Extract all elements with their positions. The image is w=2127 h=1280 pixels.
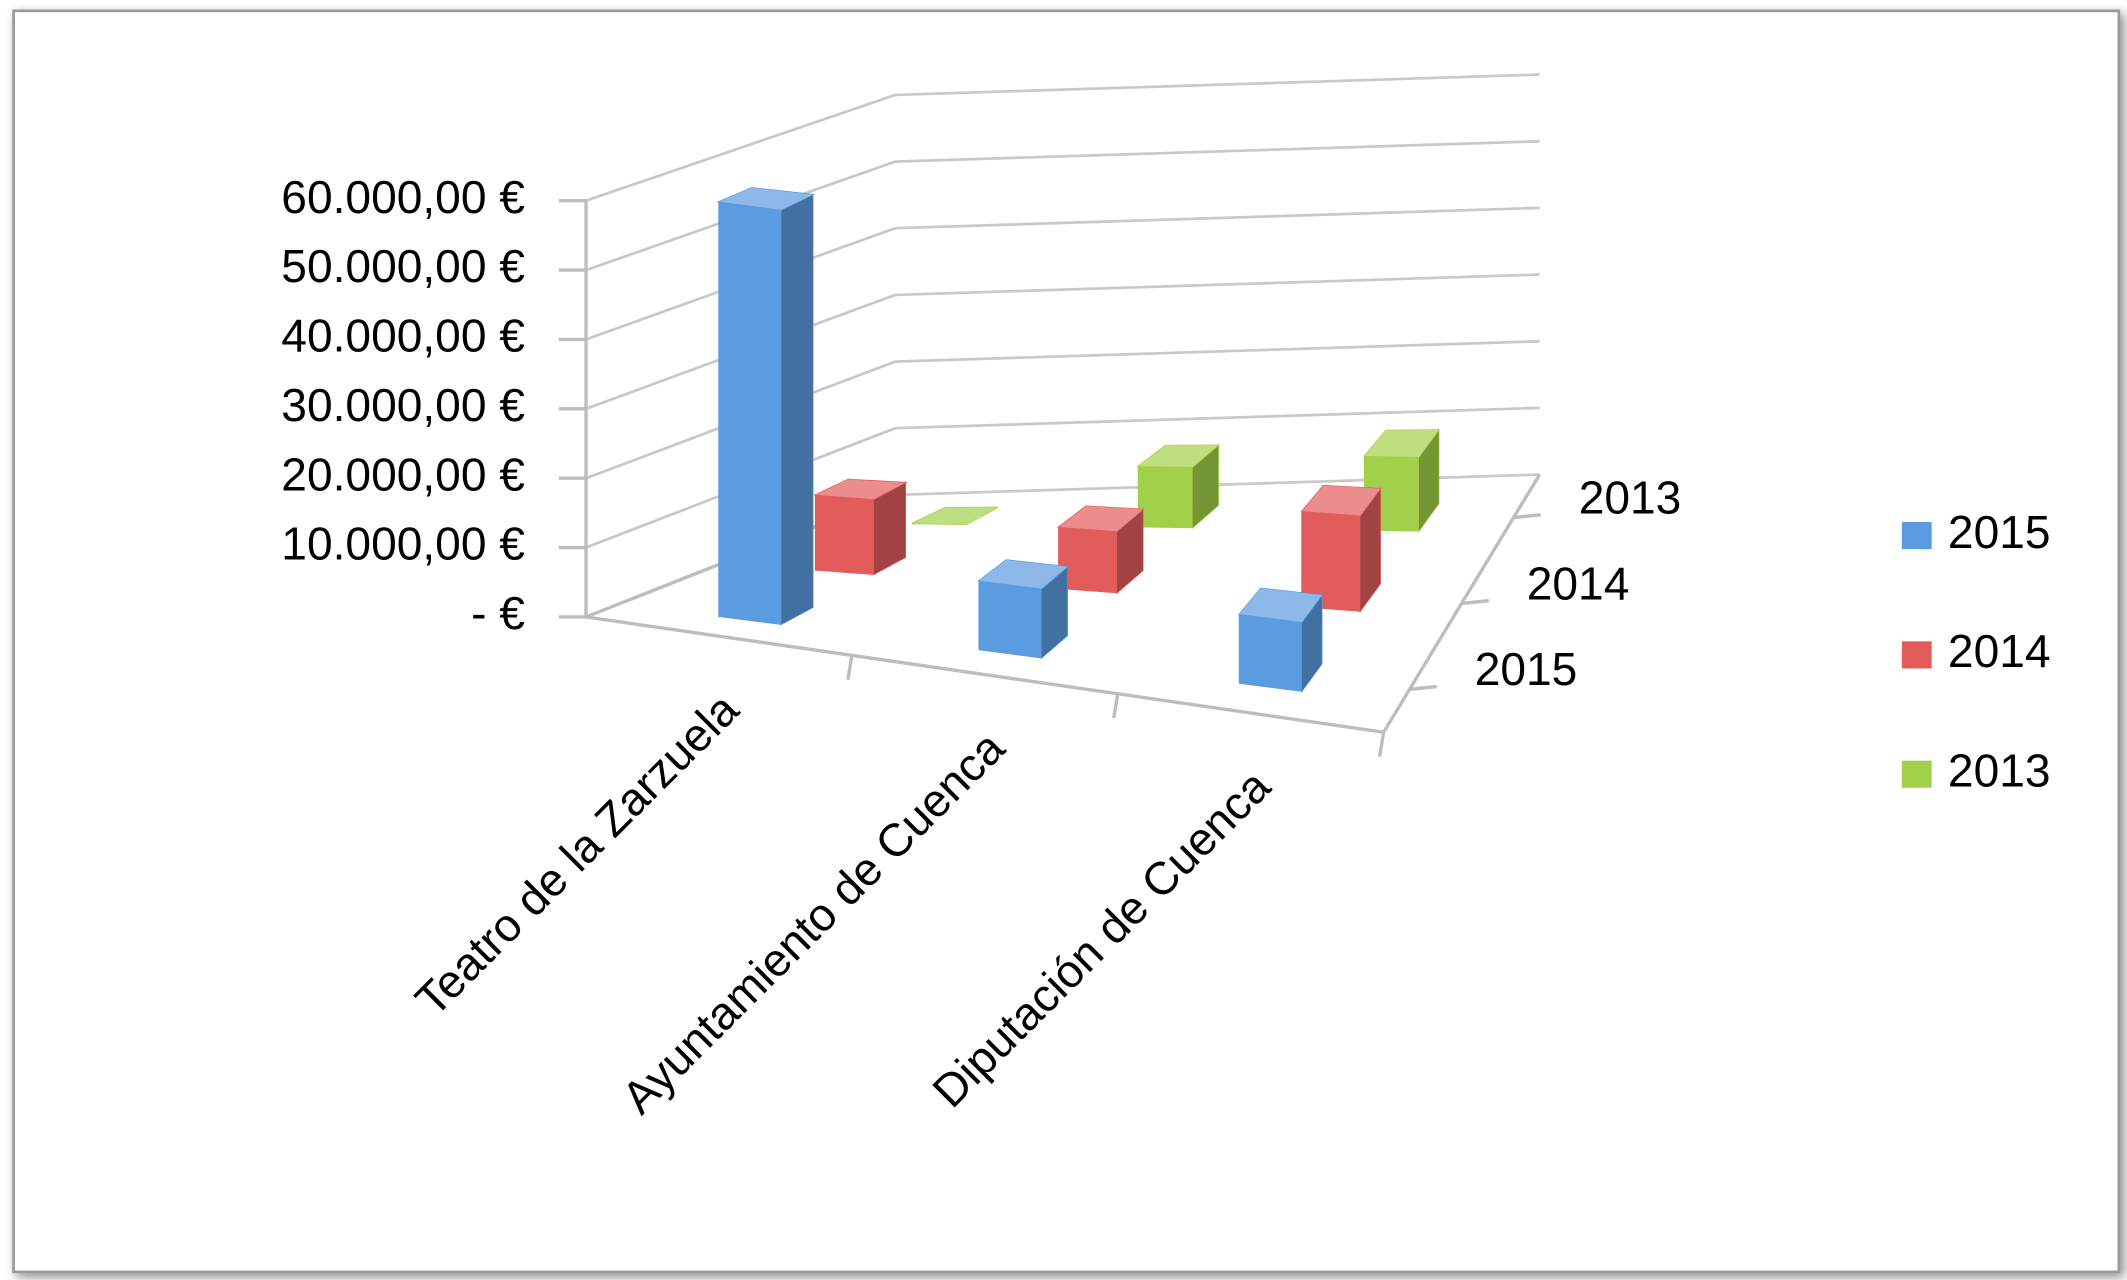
chart-frame (12, 9, 2121, 1274)
bar-top (1238, 587, 1324, 623)
bar-front (1238, 613, 1303, 692)
bar-top-light (1364, 429, 1439, 457)
bar-top-light (979, 560, 1068, 589)
depth-tick (1513, 513, 1541, 520)
bar-top (911, 506, 999, 525)
x-tick (1112, 693, 1120, 719)
bar-top (1056, 505, 1145, 532)
bar (1238, 587, 1324, 694)
depth-label: 2014 (1527, 557, 1630, 609)
depth-label: 2013 (1579, 471, 1682, 523)
bar (812, 478, 908, 576)
bar (716, 187, 816, 626)
y-tick-label: 60.000,00 € (281, 171, 525, 223)
bar-side-shade (1360, 488, 1381, 611)
legend-swatch (1901, 641, 1932, 669)
grid-line (585, 139, 1540, 272)
grid-line (585, 406, 1540, 549)
bar-side-shade (1418, 429, 1439, 531)
y-tick-label: 30.000,00 € (281, 379, 525, 431)
bar-top (812, 478, 908, 500)
bar-side-shade (1041, 566, 1068, 658)
bar-top-light (718, 187, 813, 210)
legend-label: 2014 (1948, 625, 2051, 677)
bar-side-shade (1192, 445, 1219, 528)
y-tick-label: 40.000,00 € (281, 310, 525, 362)
legend-swatch (1901, 522, 1932, 550)
bar-front (814, 494, 875, 575)
legend-label: 2015 (1948, 506, 2051, 558)
bar (1056, 505, 1145, 595)
bar (911, 506, 999, 525)
depth-tick (1461, 598, 1489, 606)
x-tick (846, 655, 854, 681)
bar-top-light (1138, 445, 1219, 467)
bar-top-light (815, 479, 906, 500)
grid-line (585, 273, 1540, 411)
bar-top-light (1058, 506, 1143, 532)
bar-top-light (1239, 588, 1322, 623)
bar-top (1363, 429, 1441, 458)
depth-label: 2015 (1475, 643, 1578, 695)
bar-front (718, 200, 783, 626)
bar-side-shade (873, 482, 906, 575)
y-tick-label: 10.000,00 € (281, 518, 525, 570)
y-tick-label: 20.000,00 € (281, 448, 525, 500)
bar (1136, 443, 1221, 530)
bar-top (1136, 444, 1221, 468)
bar-top-light (912, 507, 998, 525)
bar-side-shade (1301, 595, 1322, 692)
bar-top-light (1301, 485, 1381, 516)
bar-side-shade (781, 194, 813, 625)
bar-top (977, 559, 1069, 590)
bar (1300, 484, 1382, 614)
y-tick-label: - € (471, 587, 525, 639)
bar-side-shade (1117, 509, 1143, 593)
depth-tick (1409, 684, 1437, 691)
bar-front (1137, 465, 1194, 529)
grid-line (585, 206, 1540, 341)
legend-label: 2013 (1948, 744, 2051, 796)
bar-front (978, 579, 1043, 659)
bar-top (716, 187, 816, 211)
x-tick (1377, 731, 1386, 757)
grid-line (585, 73, 1540, 202)
grid-line (585, 339, 1540, 480)
legend-swatch (1901, 760, 1932, 788)
bar-top (1300, 484, 1382, 517)
y-tick-label: 50.000,00 € (281, 240, 525, 292)
bar (977, 559, 1069, 660)
